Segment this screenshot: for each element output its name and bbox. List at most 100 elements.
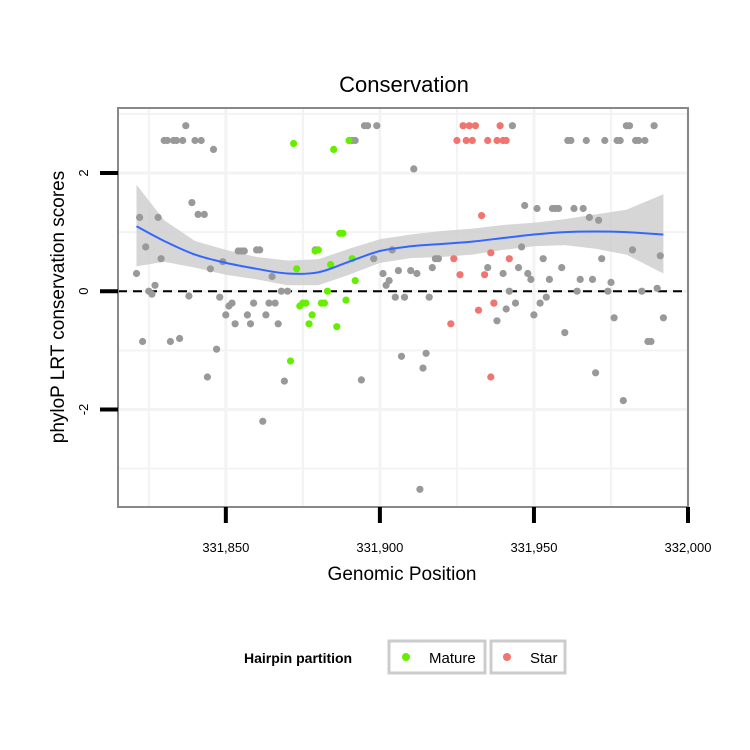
panel-background [118, 108, 688, 507]
smooth-line-layer [136, 225, 664, 275]
point-other [659, 314, 668, 322]
point-other [561, 329, 569, 337]
point-other [132, 269, 141, 278]
point-other [397, 352, 406, 360]
x-axis-title: Genomic Position [328, 564, 477, 585]
point-other [419, 364, 427, 372]
point-other [179, 136, 187, 145]
point-mature [293, 265, 301, 273]
point-star [505, 255, 513, 263]
point-other [407, 267, 415, 275]
point-other [203, 373, 211, 381]
point-other [628, 246, 637, 254]
point-other [570, 204, 578, 213]
point-other [604, 287, 612, 295]
point-other [206, 265, 214, 273]
point-other [653, 284, 661, 292]
point-other [351, 136, 359, 145]
point-other [499, 269, 507, 278]
point-star [462, 136, 470, 145]
point-star [459, 122, 467, 130]
point-other [647, 337, 655, 346]
data-points [132, 122, 668, 493]
point-other [136, 213, 144, 221]
point-other [262, 311, 270, 319]
point-other [277, 287, 285, 295]
point-other [422, 349, 430, 357]
point-other [493, 317, 501, 325]
point-star [496, 122, 504, 130]
point-other [256, 246, 264, 254]
panel-border-layer [117, 107, 689, 508]
point-star [465, 122, 473, 130]
point-star [487, 373, 495, 381]
point-other [357, 376, 365, 384]
x-tick-label: 332,000 [665, 540, 712, 555]
point-other [385, 277, 393, 285]
point-other [216, 293, 224, 301]
point-other [555, 204, 563, 213]
point-other [182, 122, 190, 130]
point-other [484, 264, 492, 272]
point-star [484, 136, 492, 145]
point-other [573, 287, 581, 295]
x-tick-label: 331,850 [202, 540, 249, 555]
point-star [490, 299, 498, 307]
confidence-band-layer [136, 184, 664, 286]
point-other [524, 269, 532, 278]
point-other [188, 199, 196, 207]
smooth-trend-line [136, 225, 664, 275]
plot-panel [118, 108, 688, 507]
legend-label-star: Star [530, 650, 558, 667]
point-other [416, 485, 424, 493]
legend-key-mature [402, 653, 410, 661]
point-other [545, 275, 554, 283]
y-tick-label: 2 [76, 169, 91, 176]
point-other [148, 290, 156, 298]
point-mature [290, 139, 298, 148]
point-star [474, 306, 483, 314]
point-other [197, 136, 205, 145]
point-star [487, 249, 495, 257]
legend: Hairpin partition Mature Star [244, 639, 567, 675]
point-mature [330, 145, 338, 153]
legend-key-box-mature [387, 639, 487, 675]
point-other [582, 136, 590, 145]
legend-key-star [503, 653, 511, 661]
point-mature [345, 136, 353, 145]
x-axis: 331,850 331,900 331,950 332,000 [202, 507, 712, 555]
point-other [521, 201, 529, 210]
point-mature [302, 299, 310, 307]
chart-title: Conservation [339, 72, 469, 97]
point-mature [305, 320, 313, 328]
point-other [425, 293, 433, 301]
point-other [194, 210, 202, 218]
x-tick-label: 331,900 [356, 540, 403, 555]
point-other [391, 293, 399, 301]
point-other [400, 293, 409, 301]
point-other [176, 334, 184, 343]
y-tick-label: -2 [76, 404, 91, 416]
legend-item-mature: Mature [387, 639, 487, 675]
point-other [601, 136, 609, 145]
point-other [213, 345, 221, 353]
point-other [364, 122, 372, 130]
point-star [481, 271, 489, 279]
point-mature [308, 311, 316, 319]
point-other [505, 287, 513, 295]
point-star [471, 122, 479, 130]
point-mature [286, 357, 295, 365]
y-axis-title: phyloP LRT conservation scores [48, 171, 69, 444]
y-axis: -2 0 2 [76, 169, 118, 415]
point-other [434, 255, 442, 263]
point-star [450, 255, 458, 263]
point-other [518, 243, 526, 251]
point-mature [327, 261, 335, 269]
confidence-band [136, 184, 664, 286]
point-other [246, 320, 255, 328]
point-other [610, 314, 618, 322]
point-other [283, 287, 292, 295]
point-mature [339, 229, 347, 237]
point-other [607, 278, 615, 286]
point-other [650, 122, 658, 130]
